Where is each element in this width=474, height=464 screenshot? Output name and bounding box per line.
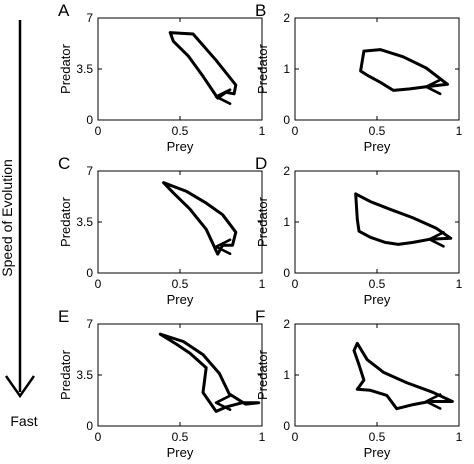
panel-e-letter: E bbox=[58, 307, 69, 326]
panel-e-ylabel: Predator bbox=[58, 349, 73, 400]
speed-arrow-head bbox=[4, 375, 36, 399]
panel-f-letter: F bbox=[255, 307, 265, 326]
panel-a-letter: A bbox=[58, 1, 70, 20]
speed-of-evolution-label: Speed of Evolution bbox=[0, 159, 15, 277]
panel-c-xlabel: Prey bbox=[167, 292, 194, 307]
panel-a-ytick-label: 7 bbox=[86, 11, 93, 25]
panel-f: F 0 0.5 1 0 1 2 Prey Predator bbox=[255, 307, 463, 460]
panel-f-ytick-label: 0 bbox=[283, 419, 290, 433]
panel-d-xtick-label: 0.5 bbox=[369, 277, 386, 291]
panel-c-trajectory bbox=[162, 181, 238, 256]
panel-d-letter: D bbox=[255, 154, 267, 173]
panel-c-ytick-label: 0 bbox=[86, 266, 93, 280]
panel-e: E 0 0.5 1 0 3.5 7 Prey Predator bbox=[58, 307, 266, 460]
panel-c: C 0 0.5 1 0 3.5 7 Prey Predator bbox=[58, 154, 266, 307]
panel-d-ylabel: Predator bbox=[255, 196, 270, 247]
panel-a-xlabel: Prey bbox=[167, 139, 194, 154]
panel-b-xlabel: Prey bbox=[364, 139, 391, 154]
panel-a-xtick-label: 1 bbox=[259, 124, 266, 138]
panel-f-trajectory bbox=[352, 341, 454, 411]
panel-e-ytick-label: 0 bbox=[86, 419, 93, 433]
panel-b-frame bbox=[294, 17, 460, 121]
panel-a-xtick-label: 0.5 bbox=[172, 124, 189, 138]
panel-e-ytick-label: 3.5 bbox=[76, 368, 93, 382]
panel-b-xtick-label: 0.5 bbox=[369, 124, 386, 138]
panel-e-xtick-label: 1 bbox=[259, 430, 266, 444]
panel-f-xtick-label: 0 bbox=[292, 430, 299, 444]
panel-d-direction-arrow bbox=[428, 231, 445, 248]
panel-f-ytick-label: 2 bbox=[283, 317, 290, 331]
panel-f-xtick-label: 0.5 bbox=[369, 430, 386, 444]
panel-a-ytick-label: 0 bbox=[86, 113, 93, 127]
panel-d-xlabel: Prey bbox=[364, 292, 391, 307]
panel-f-ytick-label: 1 bbox=[283, 368, 290, 382]
panel-c-xtick-label: 0.5 bbox=[172, 277, 189, 291]
panel-c-xtick-label: 1 bbox=[259, 277, 266, 291]
panel-f-xtick-label: 1 bbox=[456, 430, 463, 444]
panel-f-ylabel: Predator bbox=[255, 349, 270, 400]
panel-e-xlabel: Prey bbox=[167, 445, 194, 460]
panel-d-xtick-label: 1 bbox=[456, 277, 463, 291]
panel-d: D 0 0.5 1 0 1 2 Prey Predator bbox=[255, 154, 463, 307]
panel-b-direction-arrow bbox=[424, 78, 442, 96]
panel-b-ytick-label: 0 bbox=[283, 113, 290, 127]
panel-c-direction-arrow bbox=[214, 238, 232, 256]
panel-f-frame bbox=[294, 323, 460, 427]
panel-b-letter: B bbox=[255, 1, 266, 20]
panel-c-ytick-label: 3.5 bbox=[76, 215, 93, 229]
panel-d-trajectory bbox=[354, 192, 453, 246]
panel-b-ylabel: Predator bbox=[255, 43, 270, 94]
panel-b-ytick-label: 2 bbox=[283, 11, 290, 25]
panel-a: A 0 0.5 1 0 3.5 7 Prey Predator bbox=[58, 1, 266, 154]
panel-a-trajectory bbox=[168, 31, 238, 100]
phase-plot-grid: A 0 0.5 1 0 3.5 7 Prey Predator B 0 0.5 1 0 1 2 Prey Pred… bbox=[58, 1, 463, 460]
panel-d-frame bbox=[294, 170, 460, 274]
panel-c-frame bbox=[97, 170, 263, 274]
panel-b-xtick-label: 1 bbox=[456, 124, 463, 138]
panel-f-xlabel: Prey bbox=[364, 445, 391, 460]
panel-f-direction-arrow bbox=[424, 393, 442, 410]
panel-c-ylabel: Predator bbox=[58, 196, 73, 247]
fast-label: Fast bbox=[10, 413, 37, 429]
panel-a-ytick-label: 3.5 bbox=[76, 62, 93, 76]
panel-d-ytick-label: 1 bbox=[283, 215, 290, 229]
panel-e-trajectory bbox=[158, 332, 261, 413]
panel-e-xtick-label: 0 bbox=[95, 430, 102, 444]
panel-d-ytick-label: 2 bbox=[283, 164, 290, 178]
panel-a-ylabel: Predator bbox=[58, 43, 73, 94]
panel-b-ytick-label: 1 bbox=[283, 62, 290, 76]
panel-c-xtick-label: 0 bbox=[95, 277, 102, 291]
panel-e-xtick-label: 0.5 bbox=[172, 430, 189, 444]
panel-b-trajectory bbox=[359, 48, 449, 92]
panel-c-ytick-label: 7 bbox=[86, 164, 93, 178]
panel-e-direction-arrow bbox=[214, 394, 232, 411]
panel-b: B 0 0.5 1 0 1 2 Prey Predator bbox=[255, 1, 463, 154]
panel-b-xtick-label: 0 bbox=[292, 124, 299, 138]
panel-d-xtick-label: 0 bbox=[292, 277, 299, 291]
panel-c-letter: C bbox=[58, 154, 70, 173]
panel-a-xtick-label: 0 bbox=[95, 124, 102, 138]
panel-a-direction-arrow bbox=[214, 88, 232, 105]
panel-e-ytick-label: 7 bbox=[86, 317, 93, 331]
evolution-speed-indicator: Speed of Evolution Fast bbox=[0, 20, 38, 429]
panel-d-ytick-label: 0 bbox=[283, 266, 290, 280]
